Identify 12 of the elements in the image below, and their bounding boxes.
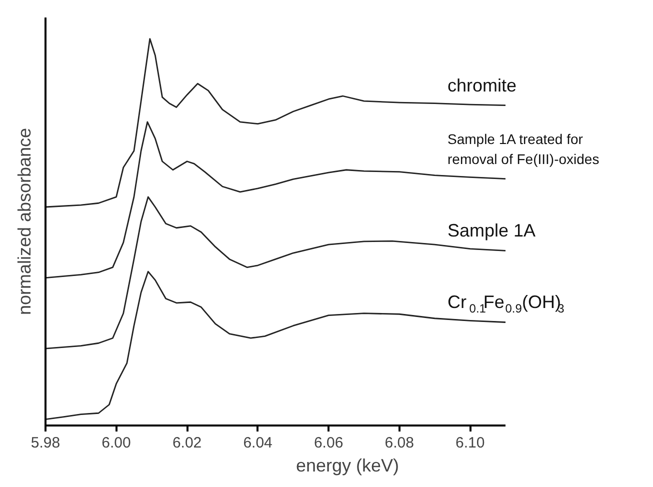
x-tick-label: 6.08 — [384, 434, 414, 452]
x-tick-label: 5.98 — [30, 434, 60, 452]
y-axis-title: normalized absorbance — [14, 128, 34, 316]
series-label: Sample 1A treated for removal of Fe(III)-oxides — [448, 130, 600, 167]
x-tick-label: 6.10 — [456, 434, 485, 452]
series-label: chromite — [448, 75, 517, 96]
x-tick-label: 6.04 — [243, 434, 272, 452]
series-label: Sample 1A — [448, 220, 536, 241]
x-tick-label: 6.02 — [172, 434, 202, 452]
x-tick-label: 6.06 — [314, 434, 344, 452]
x-tick-label: 6.00 — [102, 434, 131, 452]
x-axis-title: energy (keV) — [296, 456, 400, 476]
